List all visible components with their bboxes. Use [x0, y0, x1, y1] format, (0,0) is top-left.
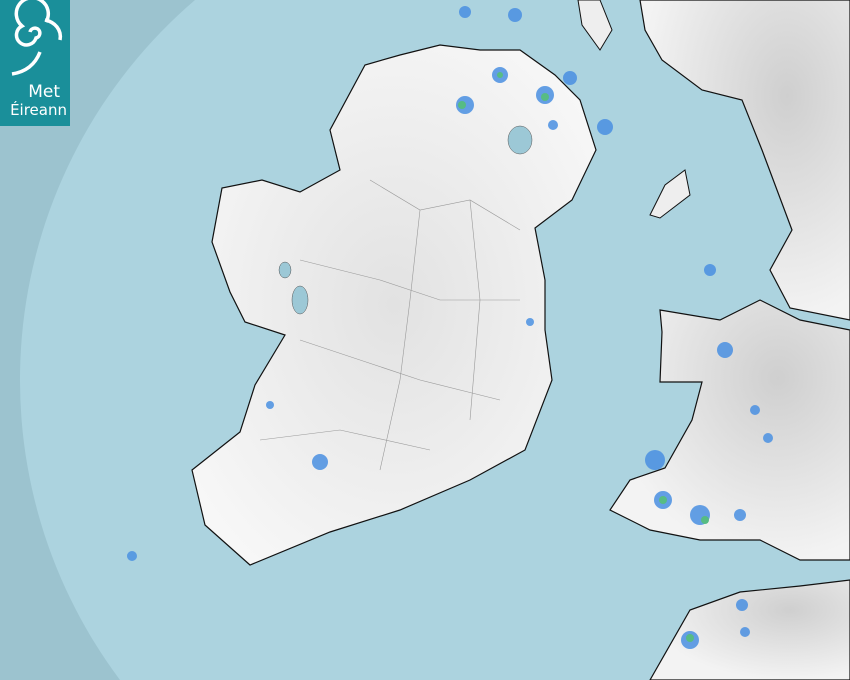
met-eireann-logo[interactable]: Met Éireann	[0, 0, 70, 126]
isle-of-man	[649, 169, 691, 219]
kintyre-landmass	[577, 0, 613, 51]
logo-text-met: Met	[28, 82, 60, 102]
spiral-logo-icon	[11, 0, 63, 76]
scotland-landmass	[639, 0, 850, 321]
southwest-england-landmass	[649, 579, 850, 680]
ireland-landmass	[191, 44, 597, 566]
logo-text-eireann: Éireann	[10, 101, 67, 119]
county-borders	[259, 179, 521, 471]
radar-precipitation	[127, 6, 773, 649]
lakes	[278, 125, 533, 315]
